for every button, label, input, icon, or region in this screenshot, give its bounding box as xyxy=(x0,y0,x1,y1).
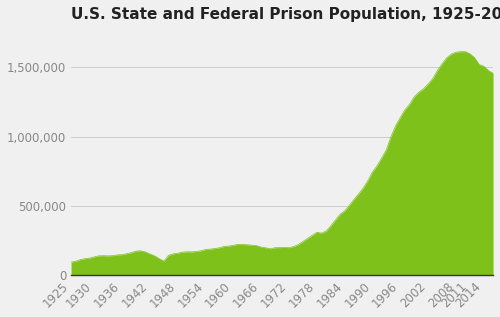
Text: U.S. State and Federal Prison Population, 1925-2016: U.S. State and Federal Prison Population… xyxy=(71,7,500,22)
